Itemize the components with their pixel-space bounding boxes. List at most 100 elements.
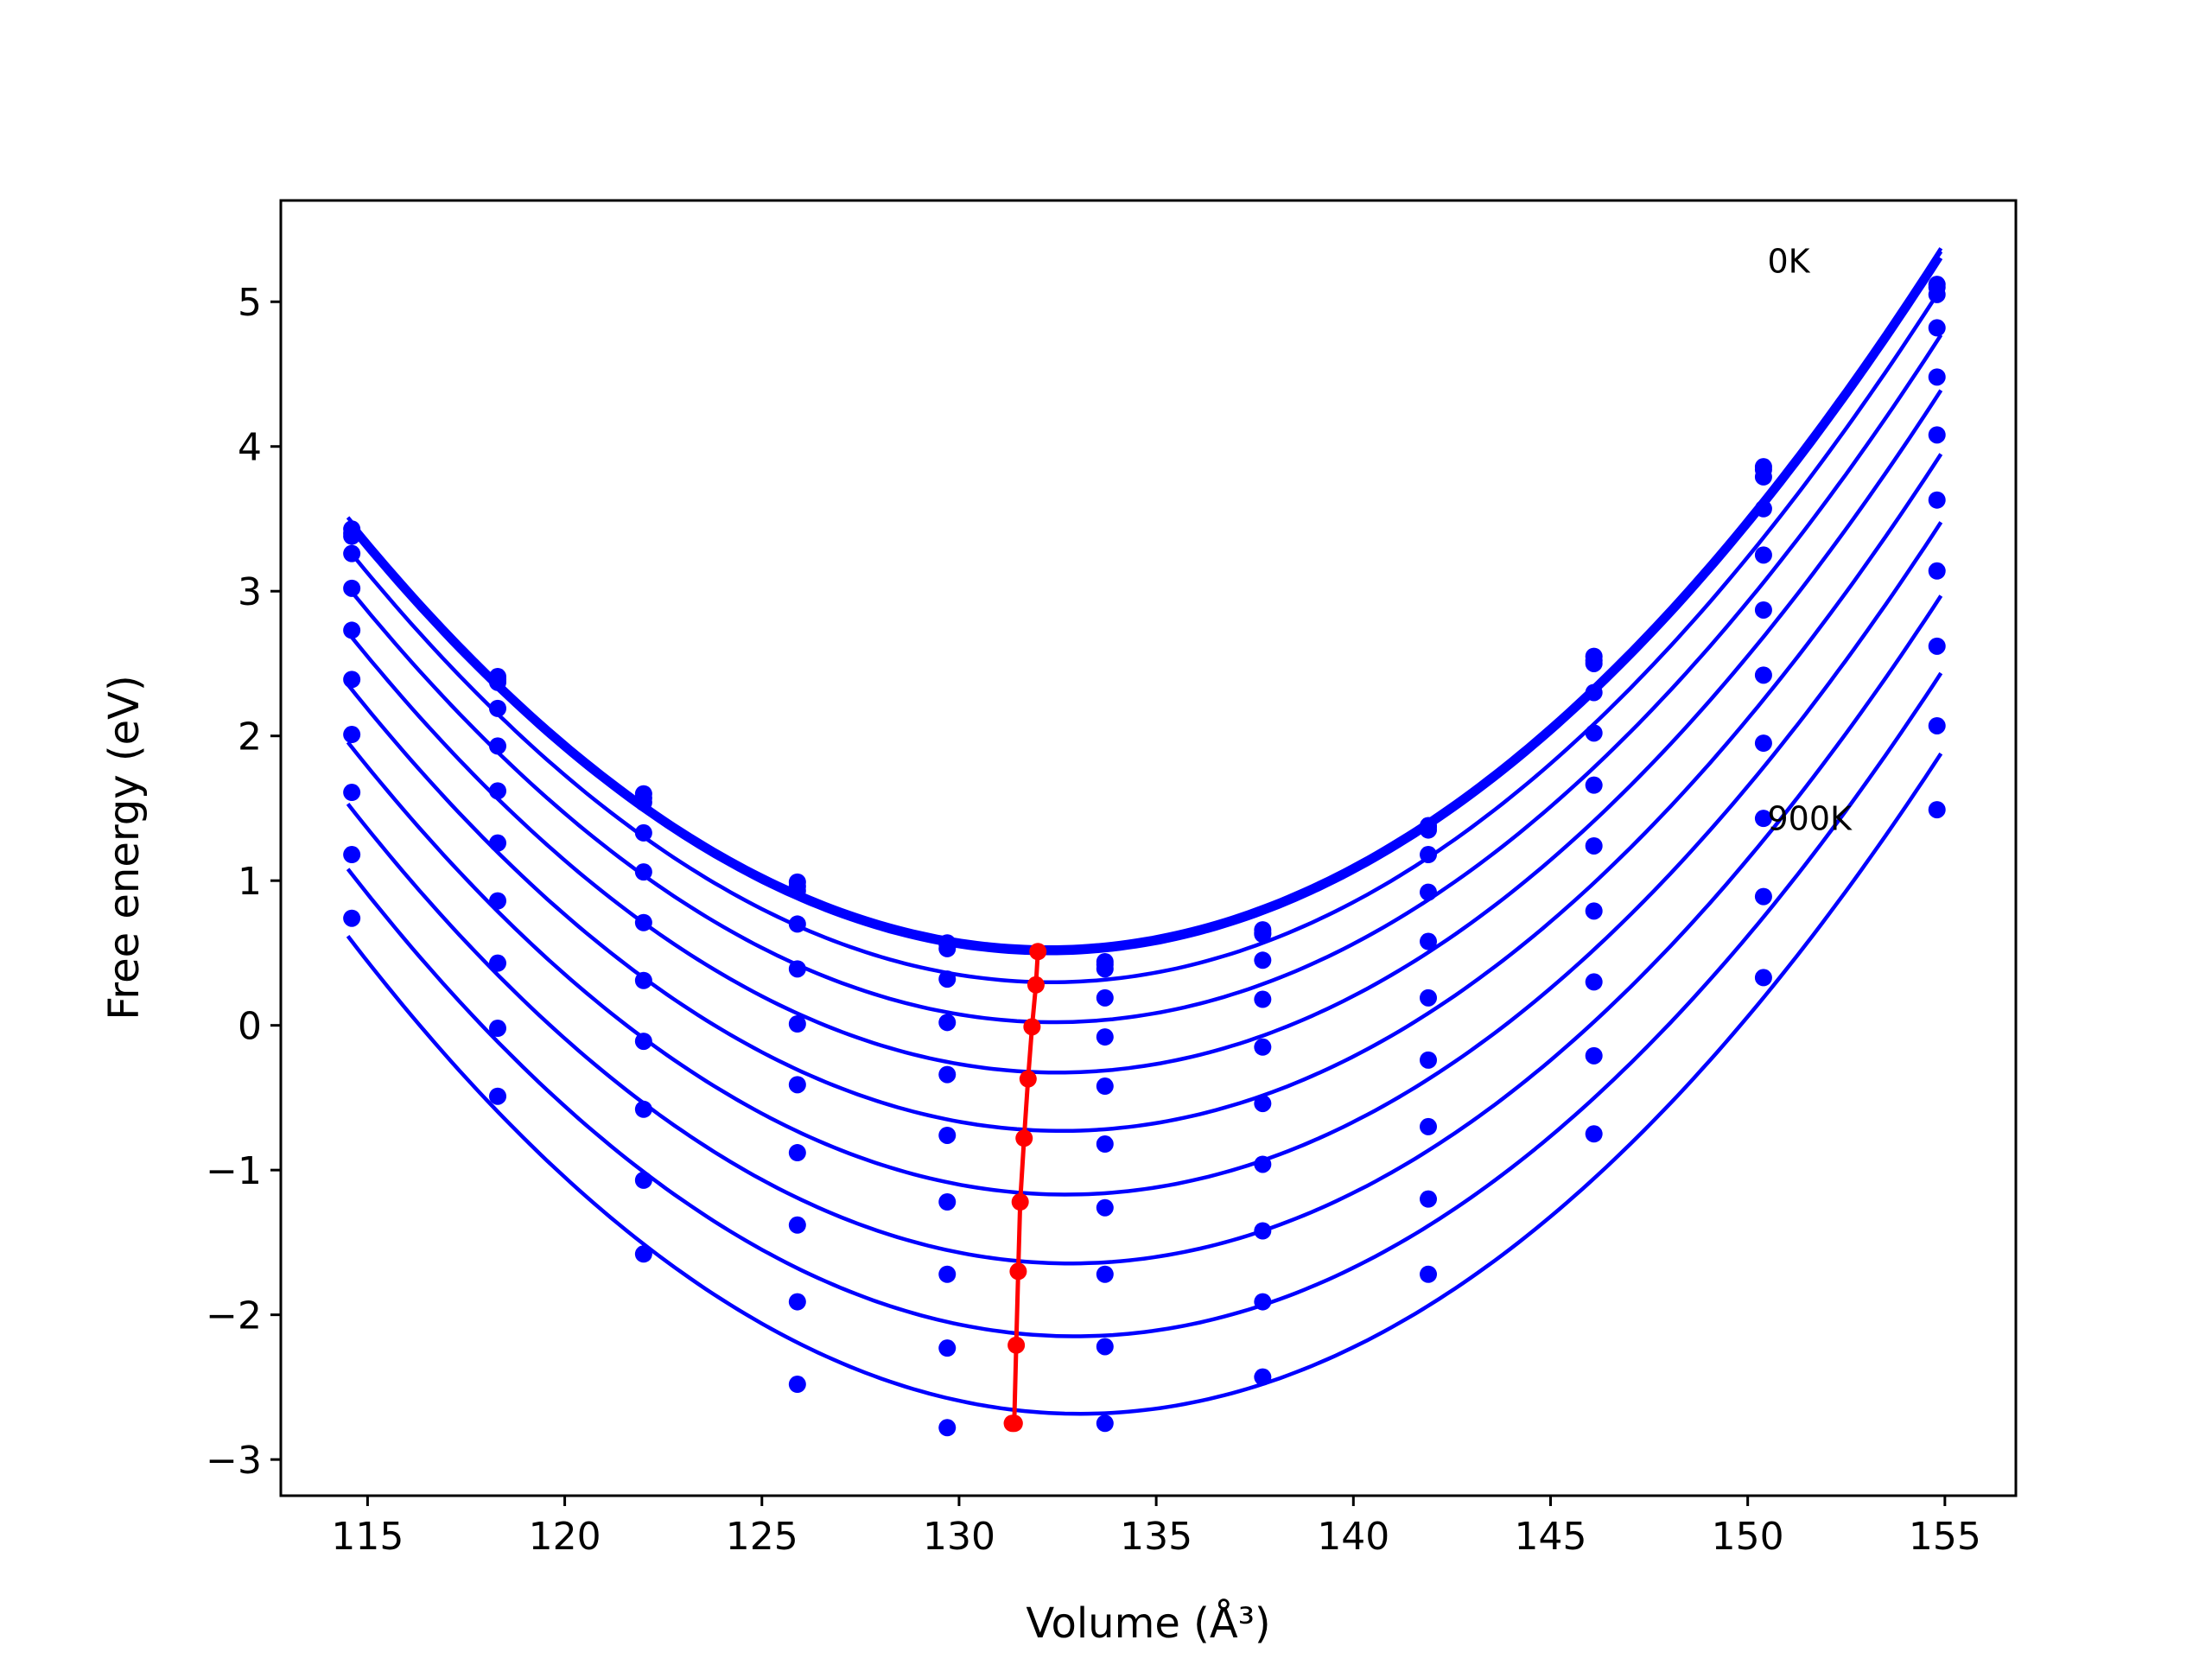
data-point-4-2 bbox=[634, 863, 652, 881]
y-tick-label-3: 0 bbox=[238, 1005, 262, 1049]
data-point-6-7 bbox=[1420, 988, 1438, 1007]
data-point-3-3 bbox=[788, 915, 806, 933]
data-point-2-6 bbox=[1254, 925, 1272, 944]
data-point-5-0 bbox=[343, 621, 361, 639]
minimum-point-0 bbox=[1029, 943, 1047, 961]
data-point-4-4 bbox=[938, 1014, 957, 1032]
data-point-10-10 bbox=[1928, 801, 1946, 819]
fit-curve-10 bbox=[346, 752, 1943, 1416]
y-tick-label-8: 5 bbox=[238, 281, 262, 325]
data-point-9-7 bbox=[1420, 1190, 1438, 1208]
data-point-2-8 bbox=[1585, 654, 1603, 672]
data-point-4-9 bbox=[1754, 546, 1772, 564]
y-tick-label-1: −2 bbox=[206, 1294, 262, 1338]
data-point-3-8 bbox=[1585, 683, 1603, 702]
data-point-7-4 bbox=[938, 1193, 957, 1211]
data-point-3-5 bbox=[1096, 988, 1114, 1007]
x-axis-label: Volume (Å³) bbox=[1026, 1599, 1270, 1648]
fit-curve-5 bbox=[346, 389, 1943, 1075]
data-point-3-0 bbox=[343, 544, 361, 563]
x-tick-label-5: 140 bbox=[1317, 1515, 1389, 1559]
data-point-10-2 bbox=[634, 1245, 652, 1263]
minimum-point-4 bbox=[1015, 1129, 1033, 1147]
data-point-4-7 bbox=[1420, 883, 1438, 901]
data-point-10-7 bbox=[1420, 1265, 1438, 1283]
x-tick-label-0: 115 bbox=[331, 1515, 404, 1559]
data-point-5-6 bbox=[1254, 1038, 1272, 1056]
data-point-5-7 bbox=[1420, 932, 1438, 950]
data-point-6-2 bbox=[634, 971, 652, 989]
data-point-7-9 bbox=[1754, 734, 1772, 753]
data-point-10-9 bbox=[1754, 969, 1772, 987]
data-point-5-1 bbox=[489, 782, 506, 800]
data-point-6-9 bbox=[1754, 666, 1772, 684]
data-point-9-9 bbox=[1754, 887, 1772, 906]
data-point-9-10 bbox=[1928, 716, 1946, 734]
data-point-6-0 bbox=[343, 671, 361, 689]
data-point-7-8 bbox=[1585, 902, 1603, 920]
data-point-5-5 bbox=[1096, 1077, 1114, 1096]
minimum-point-5 bbox=[1011, 1193, 1029, 1211]
data-point-10-8 bbox=[1585, 1125, 1603, 1143]
data-point-7-5 bbox=[1096, 1198, 1114, 1217]
data-point-3-4 bbox=[938, 970, 957, 988]
data-point-7-2 bbox=[634, 1033, 652, 1051]
data-point-8-10 bbox=[1928, 637, 1946, 655]
data-point-4-10 bbox=[1928, 368, 1946, 386]
fit-curve-1 bbox=[346, 250, 1943, 952]
y-axis-label: Free energy (eV) bbox=[100, 675, 149, 1020]
data-point-5-8 bbox=[1585, 776, 1603, 794]
y-tick-label-7: 4 bbox=[238, 426, 262, 470]
data-point-5-4 bbox=[938, 1065, 957, 1084]
data-point-10-4 bbox=[938, 1419, 957, 1437]
fit-curve-8 bbox=[346, 594, 1943, 1266]
x-tick-label-6: 145 bbox=[1514, 1515, 1586, 1559]
data-point-7-10 bbox=[1928, 562, 1946, 580]
data-point-9-2 bbox=[634, 1171, 652, 1189]
data-point-8-6 bbox=[1254, 1222, 1272, 1240]
fit-curve-2 bbox=[346, 257, 1943, 956]
data-point-7-7 bbox=[1420, 1051, 1438, 1069]
data-point-9-3 bbox=[788, 1293, 806, 1311]
data-point-2-0 bbox=[343, 527, 361, 545]
data-point-4-1 bbox=[489, 737, 506, 755]
annotation-0k: 0K bbox=[1767, 243, 1810, 281]
data-point-2-1 bbox=[489, 673, 506, 691]
y-tick-label-0: −3 bbox=[206, 1439, 262, 1483]
data-point-2-4 bbox=[938, 939, 957, 957]
data-point-7-3 bbox=[788, 1144, 806, 1162]
data-point-10-1 bbox=[489, 1087, 506, 1105]
x-tick-label-3: 130 bbox=[923, 1515, 995, 1559]
data-point-5-10 bbox=[1928, 426, 1946, 444]
data-point-9-8 bbox=[1585, 1046, 1603, 1065]
y-tick-label-6: 3 bbox=[238, 570, 262, 614]
data-point-10-5 bbox=[1096, 1414, 1114, 1433]
data-point-5-3 bbox=[788, 1014, 806, 1033]
data-point-5-9 bbox=[1754, 601, 1772, 619]
annotation-900k: 900K bbox=[1767, 800, 1853, 838]
data-point-5-2 bbox=[634, 913, 652, 931]
minimum-point-3 bbox=[1019, 1070, 1037, 1088]
axes-frame bbox=[279, 199, 2018, 1497]
fit-curve-6 bbox=[346, 453, 1943, 1134]
x-tick-label-1: 120 bbox=[529, 1515, 601, 1559]
data-point-9-4 bbox=[938, 1339, 957, 1357]
minimum-line bbox=[1012, 951, 1040, 1426]
data-point-4-8 bbox=[1585, 724, 1603, 742]
minimum-point-9 bbox=[1003, 1414, 1021, 1433]
data-point-6-6 bbox=[1254, 1095, 1272, 1113]
axis-ticks: 115 120 125 130 135 140 145 150 155 −3 −2 −1 0 1 2 3 4 5 bbox=[206, 281, 1981, 1559]
data-point-3-7 bbox=[1420, 846, 1438, 864]
y-tick-label-2: −1 bbox=[206, 1149, 262, 1193]
data-point-9-1 bbox=[489, 1020, 506, 1038]
data-point-8-9 bbox=[1754, 810, 1772, 828]
y-tick-label-4: 1 bbox=[238, 860, 262, 904]
fit-curve-4 bbox=[346, 334, 1943, 1025]
data-point-3-2 bbox=[634, 823, 652, 842]
data-point-6-8 bbox=[1585, 836, 1603, 855]
data-point-6-3 bbox=[788, 1076, 806, 1094]
data-point-2-2 bbox=[634, 793, 652, 811]
data-point-6-1 bbox=[489, 834, 506, 852]
data-point-6-10 bbox=[1928, 491, 1946, 509]
